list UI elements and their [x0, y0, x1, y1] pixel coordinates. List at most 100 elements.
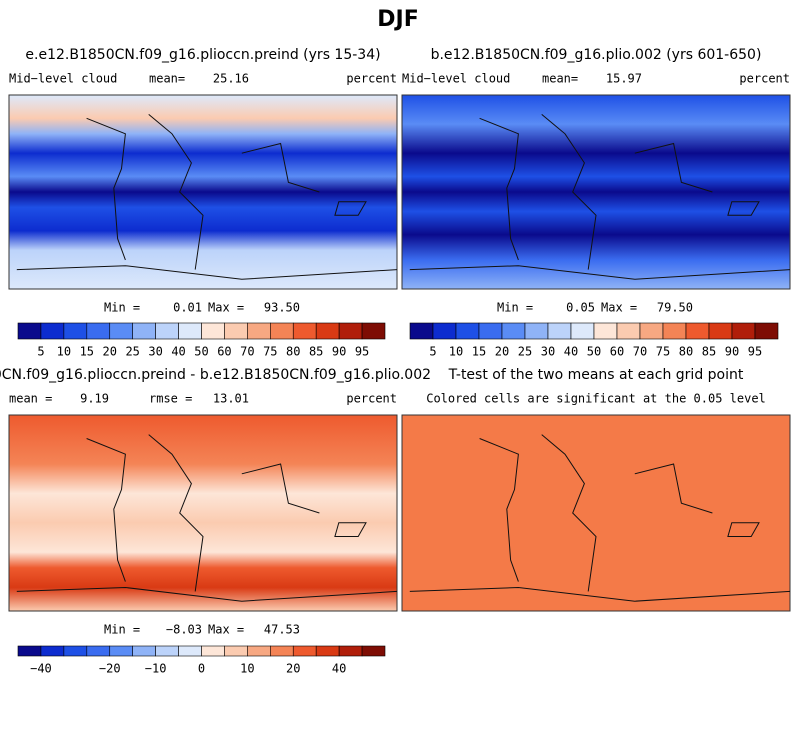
colorbar-label: 30: [541, 345, 555, 359]
colorbar-label: 95: [355, 345, 369, 359]
map-field: [8, 94, 398, 290]
colorbar-box: [155, 322, 179, 340]
colorbar-box: [86, 645, 111, 657]
max-label: Max =: [601, 301, 637, 315]
colorbar-box: [86, 322, 111, 340]
panel-title: T-test of the two means at each grid poi…: [448, 367, 744, 383]
colorbar-box: [432, 322, 457, 340]
colorbar-label: 15: [80, 345, 94, 359]
map-field: [401, 414, 791, 612]
max-value: 79.50: [657, 301, 693, 315]
max-label: Max =: [208, 301, 244, 315]
coastline: [409, 434, 791, 602]
units-label: percent: [346, 392, 397, 406]
colorbar-box: [639, 322, 664, 340]
colorbar-box: [201, 322, 225, 340]
colorbar-box: [270, 322, 294, 340]
colorbar-box: [155, 645, 179, 657]
colorbar-label: 90: [725, 345, 739, 359]
colorbar-label: 50: [587, 345, 601, 359]
colorbar-label: −10: [145, 662, 167, 676]
colorbar-label: 5: [37, 345, 44, 359]
colorbar-box: [17, 322, 42, 340]
colorbar-box: [292, 645, 317, 657]
colorbar-box: [40, 645, 65, 657]
min-label: Min =: [104, 301, 140, 315]
min-value: −8.03: [166, 623, 202, 637]
rmse-label: rmse =: [149, 392, 192, 406]
min-label: Min =: [497, 301, 533, 315]
min-value: 0.01: [173, 301, 202, 315]
colorbar-box: [524, 322, 549, 340]
colorbar-box: [315, 322, 340, 340]
colorbar-label: 40: [171, 345, 185, 359]
colorbar-label: 5: [429, 345, 436, 359]
colorbar-box: [501, 322, 526, 340]
units-label: percent: [346, 72, 397, 86]
map-field: [401, 94, 791, 290]
colorbar-label: 20: [495, 345, 509, 359]
mean-value: 15.97: [606, 72, 642, 86]
coastline: [409, 114, 791, 280]
colorbar-label: 50: [194, 345, 208, 359]
mean-value: 25.16: [213, 72, 249, 86]
colorbar-box: [109, 322, 133, 340]
colorbar-label: 60: [217, 345, 231, 359]
colorbar-label: 25: [518, 345, 532, 359]
colorbar-box: [178, 322, 202, 340]
panel-title: 850CN.f09_g16.plioccn.preind - b.e12.B18…: [0, 367, 431, 383]
colorbar-box: [361, 645, 386, 657]
colorbar-label: 30: [148, 345, 162, 359]
colorbar-box: [17, 645, 42, 657]
max-label: Max =: [208, 623, 244, 637]
colorbar-box: [338, 322, 363, 340]
colorbar-box: [478, 322, 503, 340]
panel-title: b.e12.B1850CN.f09_g16.plio.002 (yrs 601-…: [431, 47, 762, 63]
units-label: percent: [739, 72, 790, 86]
variable-label: Mid−level cloud: [9, 72, 117, 86]
colorbar-label: 40: [564, 345, 578, 359]
colorbar-label: 80: [679, 345, 693, 359]
colorbar-box: [224, 322, 248, 340]
min-value: 0.05: [566, 301, 595, 315]
colorbar-label: 75: [263, 345, 277, 359]
colorbar-box: [292, 322, 317, 340]
colorbar-box: [708, 322, 733, 340]
colorbar-box: [361, 322, 386, 340]
colorbar-label: −20: [99, 662, 121, 676]
colorbar-label: 90: [332, 345, 346, 359]
colorbar-box: [409, 322, 434, 340]
colorbar-box: [315, 645, 340, 657]
colorbar-box: [132, 322, 156, 340]
colorbar-label: 40: [332, 662, 346, 676]
colorbar-box: [247, 645, 271, 657]
panel-subtitle: Colored cells are significant at the 0.0…: [426, 392, 766, 406]
colorbar-box: [63, 322, 88, 340]
figure-title: DJF: [377, 7, 418, 32]
mean-value: 9.19: [80, 392, 109, 406]
colorbar-label: 75: [656, 345, 670, 359]
mean-label: mean =: [9, 392, 52, 406]
colorbar-box: [132, 645, 156, 657]
colorbar-box: [338, 645, 363, 657]
colorbar-label: 10: [57, 345, 71, 359]
colorbar-box: [593, 322, 618, 340]
colorbar-box: [40, 322, 65, 340]
colorbar-label: 85: [309, 345, 323, 359]
colorbar-box: [63, 645, 88, 657]
colorbar-label: 10: [240, 662, 254, 676]
max-value: 47.53: [264, 623, 300, 637]
variable-label: Mid−level cloud: [402, 72, 510, 86]
map-field: [8, 414, 398, 612]
colorbar-box: [109, 645, 133, 657]
colorbar-box: [754, 322, 779, 340]
mean-label: mean=: [542, 72, 578, 86]
colorbar-box: [685, 322, 710, 340]
colorbar-label: 20: [103, 345, 117, 359]
colorbar-label: 85: [702, 345, 716, 359]
colorbar-label: 15: [472, 345, 486, 359]
colorbar-label: 20: [286, 662, 300, 676]
rmse-value: 13.01: [213, 392, 249, 406]
panel-title: e.e12.B1850CN.f09_g16.plioccn.preind (yr…: [25, 47, 380, 63]
